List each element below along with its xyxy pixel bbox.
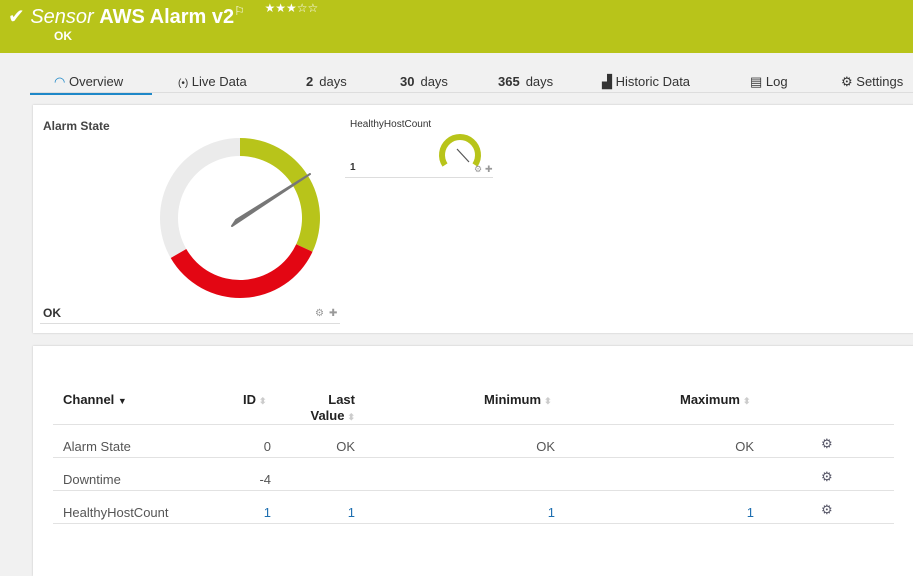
table-row[interactable]: Downtime -4 ⚙ xyxy=(53,458,894,491)
cell-max: 1 xyxy=(746,505,754,520)
col-label: Last xyxy=(328,392,355,407)
cell-min: OK xyxy=(536,439,555,454)
tab-365-days[interactable]: 365 days xyxy=(498,74,553,89)
channel-settings-icon[interactable]: ⚙ xyxy=(821,502,833,517)
gauge-settings-icon[interactable]: ⚙ xyxy=(315,308,324,319)
col-id[interactable]: ID ⬍ xyxy=(243,392,267,407)
cell-min: 1 xyxy=(547,505,555,520)
tab-label: days xyxy=(420,74,448,89)
table-row[interactable]: Alarm State 0 OK OK OK ⚙ xyxy=(53,425,894,458)
sensor-name: AWS Alarm v2 xyxy=(99,6,235,28)
tab-label: Live Data xyxy=(191,74,247,89)
tab-overview[interactable]: ◠ Overview xyxy=(30,74,152,95)
pin-icon[interactable]: ✚ xyxy=(485,164,493,174)
cell-last: 1 xyxy=(347,505,355,520)
alarm-state-gauge xyxy=(159,138,320,299)
tab-live-data[interactable]: (•) Live Data xyxy=(178,74,247,89)
cell-channel[interactable]: Alarm State xyxy=(63,439,131,454)
gauge-segment-green xyxy=(240,138,320,252)
col-label: Minimum xyxy=(484,392,542,407)
tab-label: days xyxy=(525,74,554,89)
divider xyxy=(40,323,340,324)
tab-label: Historic Data xyxy=(615,74,691,89)
priority-stars[interactable]: ★★★☆☆ xyxy=(264,1,319,15)
tab-label: Overview xyxy=(68,74,124,89)
cell-id: -4 xyxy=(259,472,271,487)
col-last-value[interactable]: Last Value ⬍ xyxy=(303,392,355,423)
gauges-panel: Alarm State OK ⚙ ✚ HealthyHostCount 1 ⚙ … xyxy=(33,105,913,333)
tab-settings[interactable]: ⚙ Settings xyxy=(841,74,903,90)
sort-icon: ⬍ xyxy=(347,412,355,422)
tab-label: Log xyxy=(765,74,788,89)
sensor-label: Sensor xyxy=(30,6,94,28)
col-channel[interactable]: Channel ▼ xyxy=(63,392,127,407)
cell-max: OK xyxy=(735,439,754,454)
col-label: Channel xyxy=(63,392,115,407)
small-gauge-title: HealthyHostCount xyxy=(350,119,432,130)
col-label: Value xyxy=(310,408,345,423)
flag-icon[interactable]: ⚐ xyxy=(234,4,245,18)
cell-channel[interactable]: Downtime xyxy=(63,472,121,487)
gauge-value: OK xyxy=(43,306,61,320)
tab-bar: ◠ Overview (•) Live Data 2 days 30 days 36… xyxy=(30,70,913,95)
tab-log[interactable]: ▤ Log xyxy=(750,74,788,90)
table-header: Channel ▼ ID ⬍ Last Value ⬍ Minimum ⬍ Maximu… xyxy=(53,390,894,425)
gauge-segment-red xyxy=(170,244,313,299)
cell-last: OK xyxy=(336,439,355,454)
tab-num: 365 xyxy=(498,74,520,89)
table-row[interactable]: HealthyHostCount 1 1 1 1 ⚙ xyxy=(53,491,894,524)
sort-down-icon: ▼ xyxy=(117,396,127,406)
channels-panel xyxy=(33,346,913,576)
tab-label: days xyxy=(319,74,347,89)
sort-icon: ⬍ xyxy=(544,396,552,406)
gear-icon: ⚙ xyxy=(841,74,853,89)
sensor-header: ✔ Sensor AWS Alarm v2⚐ ★★★☆☆ OK xyxy=(0,0,913,53)
sort-icon: ⬍ xyxy=(259,396,267,406)
check-icon: ✔ xyxy=(8,6,25,28)
gauge-settings-icon[interactable]: ⚙ xyxy=(474,164,483,174)
status-text: OK xyxy=(54,29,72,43)
cell-channel[interactable]: HealthyHostCount xyxy=(63,505,169,520)
gauge-segment-gray xyxy=(159,138,240,258)
cell-id: 0 xyxy=(263,439,271,454)
col-label: Maximum xyxy=(680,392,740,407)
live-icon: (•) xyxy=(178,78,189,89)
gauge-arc xyxy=(439,134,481,167)
gauge-needle xyxy=(456,148,470,163)
log-icon: ▤ xyxy=(750,74,763,89)
channel-settings-icon[interactable]: ⚙ xyxy=(821,436,833,451)
pin-icon[interactable]: ✚ xyxy=(329,308,338,319)
overview-icon: ◠ xyxy=(54,74,66,89)
tab-historic-data[interactable]: ▟ Historic Data xyxy=(602,74,690,90)
tab-num: 30 xyxy=(400,74,415,89)
col-maximum[interactable]: Maximum ⬍ xyxy=(680,392,751,407)
gauge-needle xyxy=(231,173,311,227)
tab-num: 2 xyxy=(306,74,314,89)
healthyhostcount-gauge xyxy=(439,134,481,167)
small-gauge-value: 1 xyxy=(350,162,356,173)
cell-id: 1 xyxy=(263,505,271,520)
col-label: ID xyxy=(243,392,256,407)
chart-icon: ▟ xyxy=(602,74,612,89)
sensor-title: ✔ Sensor AWS Alarm v2⚐ ★★★☆☆ xyxy=(8,1,319,29)
gauge-title: Alarm State xyxy=(43,119,110,133)
divider xyxy=(345,177,493,178)
tab-30-days[interactable]: 30 days xyxy=(400,74,448,89)
tab-label: Settings xyxy=(856,74,904,89)
col-minimum[interactable]: Minimum ⬍ xyxy=(484,392,552,407)
tab-2-days[interactable]: 2 days xyxy=(306,74,347,89)
sort-icon: ⬍ xyxy=(742,396,751,406)
channel-settings-icon[interactable]: ⚙ xyxy=(821,469,833,484)
